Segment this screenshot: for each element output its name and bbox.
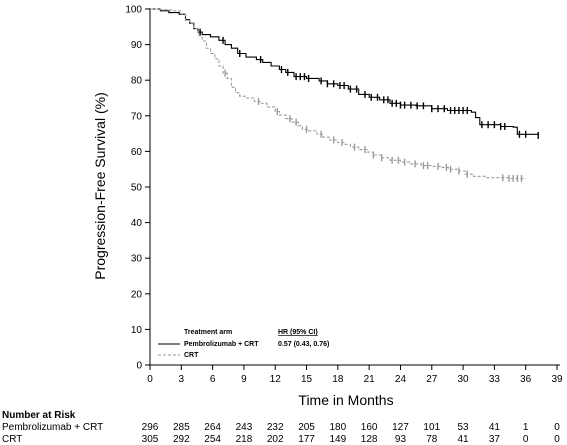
y-tick-label: 10 — [131, 325, 143, 336]
y-tick-label: 90 — [131, 40, 143, 51]
risk-value: 254 — [204, 434, 221, 445]
risk-value: 264 — [204, 422, 221, 433]
risk-value: 41 — [458, 434, 470, 445]
x-axis-ticks: 0 3 6 9 12 15 18 21 24 27 30 33 36 39 — [147, 365, 563, 385]
y-axis-title: Progression-Free Survival (%) — [92, 92, 108, 280]
y-tick-label: 70 — [131, 111, 143, 122]
x-tick-label: 12 — [270, 374, 282, 385]
x-tick-label: 33 — [489, 374, 501, 385]
legend-hr-pembro: 0.57 (0.43, 0.76) — [278, 341, 329, 348]
legend-header-hr: HR (95% CI) — [278, 329, 318, 336]
x-tick-label: 0 — [147, 374, 153, 385]
y-tick-label: 60 — [131, 147, 143, 158]
x-tick-label: 30 — [458, 374, 470, 385]
risk-value: 202 — [267, 434, 284, 445]
series-line-crt — [150, 8, 527, 180]
x-tick-label: 6 — [210, 374, 216, 385]
risk-value: 93 — [395, 434, 407, 445]
risk-value: 0 — [523, 434, 529, 445]
risk-value: 128 — [361, 434, 378, 445]
x-tick-label: 27 — [426, 374, 438, 385]
risk-value: 305 — [142, 434, 159, 445]
y-tick-label: 40 — [131, 218, 143, 229]
series-layer — [150, 8, 539, 182]
legend-label-crt: CRT — [184, 352, 199, 359]
legend: Treatment arm HR (95% CI) Pembrolizumab … — [158, 329, 329, 359]
legend-header-arm: Treatment arm — [184, 329, 232, 336]
y-tick-label: 80 — [131, 76, 143, 87]
risk-value: 1 — [523, 422, 529, 433]
y-axis-ticks: 0 10 20 30 40 50 60 70 80 90 100 — [125, 5, 150, 372]
x-tick-label: 24 — [395, 374, 407, 385]
legend-label-pembro: Pembrolizumab + CRT — [184, 341, 259, 348]
x-axis-title: Time in Months — [298, 392, 393, 408]
risk-value: 232 — [267, 422, 284, 433]
x-tick-label: 39 — [551, 374, 563, 385]
risk-value: 149 — [330, 434, 347, 445]
x-tick-label: 21 — [364, 374, 376, 385]
risk-value: 78 — [426, 434, 438, 445]
risk-value: 127 — [392, 422, 409, 433]
series-line-pembro — [150, 8, 539, 136]
y-tick-label: 30 — [131, 254, 143, 265]
risk-value: 243 — [236, 422, 253, 433]
x-tick-label: 36 — [520, 374, 532, 385]
risk-table-title: Number at Risk — [2, 410, 76, 421]
risk-value: 296 — [142, 422, 159, 433]
risk-table: Number at Risk Pembrolizumab + CRT CRT 2… — [2, 410, 560, 445]
risk-value: 37 — [489, 434, 501, 445]
risk-value: 101 — [423, 422, 440, 433]
risk-row-label-pembro: Pembrolizumab + CRT — [2, 422, 103, 433]
risk-value: 218 — [236, 434, 253, 445]
y-tick-label: 50 — [131, 183, 143, 194]
y-tick-label: 0 — [136, 361, 142, 372]
x-tick-label: 3 — [179, 374, 185, 385]
risk-value: 177 — [298, 434, 315, 445]
risk-value: 292 — [173, 434, 190, 445]
risk-value: 0 — [554, 434, 560, 445]
risk-value: 53 — [458, 422, 470, 433]
x-tick-label: 9 — [241, 374, 247, 385]
x-tick-label: 15 — [301, 374, 313, 385]
risk-value: 41 — [489, 422, 501, 433]
y-tick-label: 20 — [131, 289, 143, 300]
risk-value: 205 — [298, 422, 315, 433]
risk-value: 285 — [173, 422, 190, 433]
risk-value: 160 — [361, 422, 378, 433]
risk-value: 180 — [330, 422, 347, 433]
y-tick-label: 100 — [125, 5, 142, 16]
risk-row-label-crt: CRT — [2, 434, 22, 445]
x-tick-label: 18 — [332, 374, 344, 385]
risk-value: 0 — [554, 422, 560, 433]
